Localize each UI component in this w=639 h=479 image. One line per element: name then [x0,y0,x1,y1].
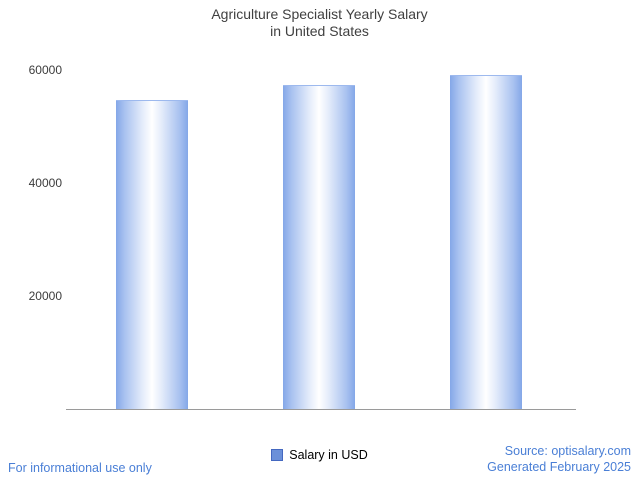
bar-2025 [450,75,522,409]
informational-note: For informational use only [8,461,152,475]
y-axis-tick-20000: 20000 [28,289,62,303]
source-link[interactable]: Source: optisalary.com [504,444,631,458]
legend-swatch-icon [271,449,284,461]
plot-area: 60000 40000 20000 54,529$ 2023 57,160$ 2… [29,63,570,409]
x-axis-line [66,409,576,410]
source-block: Source: optisalary.com Generated Februar… [487,443,631,475]
chart-legend: Salary in USD [0,448,639,462]
legend-label: Salary in USD [289,448,368,462]
y-axis-tick-60000: 60000 [28,63,62,77]
chart-title-line2: in United States [270,23,369,39]
chart-title: Agriculture Specialist Yearly Salary in … [0,6,639,40]
bar-2024 [283,85,355,409]
bar-2023 [116,100,188,409]
generated-date: Generated February 2025 [487,460,631,474]
y-axis-tick-40000: 40000 [28,176,62,190]
chart-title-line1: Agriculture Specialist Yearly Salary [211,6,428,22]
